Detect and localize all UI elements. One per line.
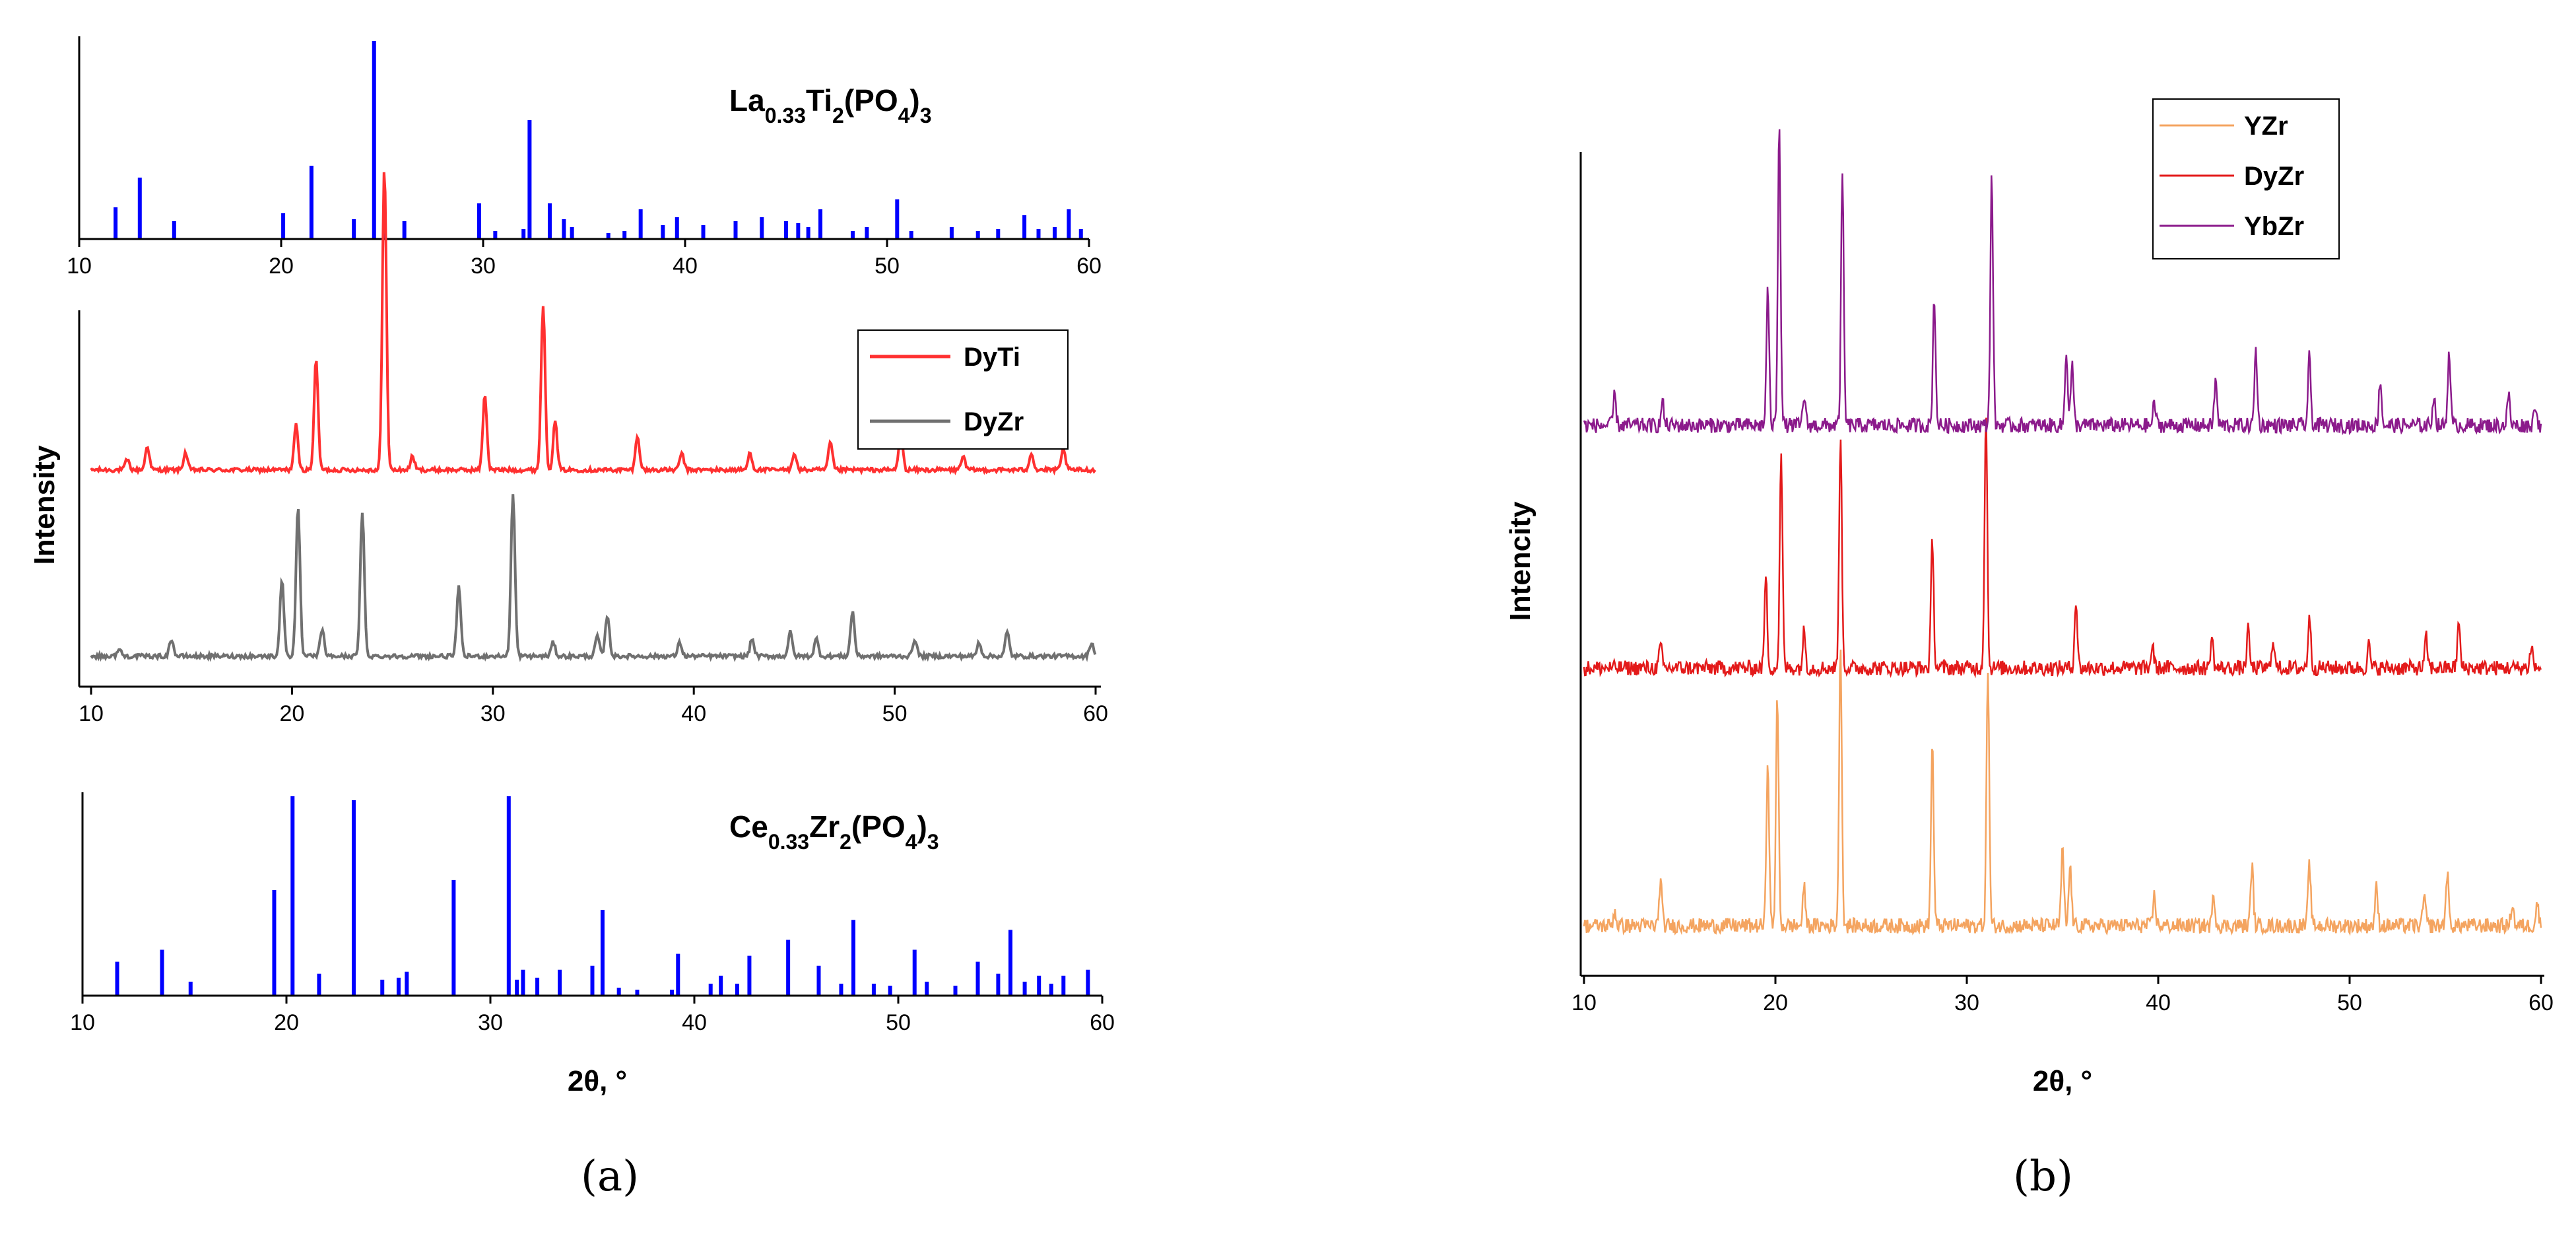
x-tick-label-middle: 40 <box>681 701 706 726</box>
x-tick-label-bottom: 60 <box>1090 1010 1115 1035</box>
compound-label-part: La <box>729 83 765 118</box>
compound-label-bottom: Ce0.33Zr2(PO4)3 <box>729 809 939 854</box>
x-tick-label-top: 30 <box>471 254 496 279</box>
legend-label-dyzr: DyZr <box>964 407 1024 436</box>
x-tick-label-middle: 50 <box>882 701 908 726</box>
series-line-ybzr <box>1583 129 2542 436</box>
compound-label-part: ) <box>917 809 927 844</box>
x-tick-label-top: 50 <box>875 254 900 279</box>
x-tick-label-b: 30 <box>1954 990 1979 1015</box>
x-tick-label-middle: 20 <box>279 701 304 726</box>
compound-label-part: 4 <box>898 104 910 127</box>
x-tick-label-top: 10 <box>67 254 92 279</box>
reference-pattern-top: 10 20 30 40 50 60 La0.33Ti2(PO4)3 <box>67 36 1102 279</box>
x-axis-label-b: 2θ, ° <box>2033 1065 2092 1097</box>
reference-pattern-bottom: 10 20 30 40 50 60 Ce0.33Zr2(PO4)3 <box>70 792 1115 1035</box>
compound-label-part: Ce <box>729 809 768 844</box>
x-tick-label-top: 60 <box>1076 254 1102 279</box>
x-tick-label-b: 60 <box>2528 990 2554 1015</box>
caption-b: (b) <box>2013 1152 2073 1201</box>
compound-label-part: 2 <box>840 830 851 854</box>
x-tick-label-middle: 30 <box>480 701 506 726</box>
compound-label-part: Ti <box>806 83 832 118</box>
x-tick-label-bottom: 20 <box>274 1010 299 1035</box>
legend-label-ybzr: YbZr <box>2244 212 2304 241</box>
compound-label-part: (PO <box>844 83 898 118</box>
x-tick-label-bottom: 50 <box>886 1010 911 1035</box>
series-line-dyzr <box>1583 417 2542 679</box>
legend-box-a <box>857 329 1069 450</box>
legend-a: DyTi DyZr <box>857 329 1069 450</box>
compound-label-part: 4 <box>906 830 917 854</box>
x-tick-label-middle: 60 <box>1083 701 1108 726</box>
series-line-yzr <box>1583 649 2542 936</box>
y-axis-label-b: Intencity <box>1504 501 1536 621</box>
series-line-dyti <box>90 172 1096 476</box>
series-line-dyzr <box>90 494 1097 662</box>
y-axis-label-a: Intensity <box>28 445 61 565</box>
x-tick-label-b: 20 <box>1763 990 1788 1015</box>
legend-label-dyti: DyTi <box>964 343 1020 372</box>
compound-label-part: 0.33 <box>768 830 809 854</box>
measured-patterns: 10 20 30 40 50 60 DyTi DyZr <box>78 172 1108 726</box>
compound-label-part: 3 <box>927 830 939 854</box>
x-tick-label-bottom: 30 <box>478 1010 503 1035</box>
x-tick-label-bottom: 40 <box>682 1010 707 1035</box>
legend-label-yzr: YZr <box>2244 112 2288 141</box>
x-tick-label-bottom: 10 <box>70 1010 95 1035</box>
compound-label-part: 2 <box>832 104 844 127</box>
compound-label-part: 0.33 <box>765 104 806 127</box>
compound-label-part: (PO <box>851 809 906 844</box>
compound-label-part: ) <box>909 83 919 118</box>
panel-b: 10 20 30 40 50 60 YZr DyZr YbZr <box>1571 98 2554 1015</box>
legend-label-dyzr: DyZr <box>2244 162 2304 191</box>
x-tick-label-b: 10 <box>1571 990 1597 1015</box>
compound-label-top: La0.33Ti2(PO4)3 <box>729 83 932 127</box>
caption-a: (a) <box>581 1152 640 1201</box>
x-tick-label-top: 40 <box>673 254 698 279</box>
x-tick-label-top: 20 <box>269 254 294 279</box>
x-tick-label-b: 50 <box>2337 990 2362 1015</box>
legend-b: YZr DyZr YbZr <box>2152 98 2340 259</box>
x-axis-label-a: 2θ, ° <box>568 1065 627 1097</box>
x-tick-label-middle: 10 <box>79 701 104 726</box>
x-tick-label-b: 40 <box>2146 990 2171 1015</box>
compound-label-part: Zr <box>809 809 840 844</box>
compound-label-part: 3 <box>920 104 932 127</box>
